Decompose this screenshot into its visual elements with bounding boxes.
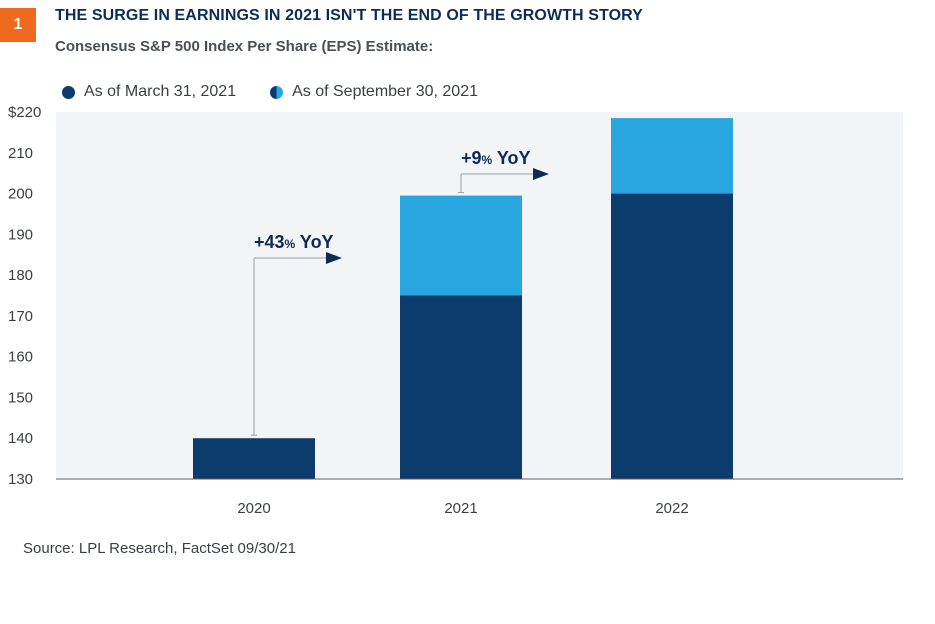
y-tick-label: 190 [8,226,33,243]
y-tick-label: 170 [8,308,33,325]
x-tick-label: 2022 [655,500,688,517]
bar-march-2021 [400,295,522,479]
legend-dark-dot-icon [62,85,75,99]
bar-march-2022 [611,193,733,480]
y-tick-label: 140 [8,430,33,447]
chart-title: THE SURGE IN EARNINGS IN 2021 ISN'T THE … [55,7,643,24]
legend-label-september: As of September 30, 2021 [292,83,478,100]
chart-subtitle: Consensus S&P 500 Index Per Share (EPS) … [55,38,434,55]
legend: As of March 31, 2021 As of September 30,… [62,83,478,101]
yoy-label: +43% YoY [254,232,334,252]
bar-september-2022 [611,118,733,194]
figure-number-badge: 1 [0,8,36,42]
legend-split-dot-icon [270,85,284,99]
x-tick-label: 2021 [444,500,477,517]
x-tick-label: 2020 [237,500,270,517]
legend-label-march: As of March 31, 2021 [84,83,237,100]
y-tick-label: 150 [8,389,33,406]
y-tick-label: $220 [8,104,41,121]
eps-bar-chart: 130 140 150 160 170 180 190 200 210 $220 2020 2021 2… [8,104,903,517]
y-tick-label: 200 [8,186,33,203]
y-tick-label: 210 [8,145,33,162]
y-tick-label: 160 [8,349,33,366]
bar-september-2021 [400,195,522,296]
bar-march-2020 [193,438,315,479]
yoy-label: +9% YoY [461,148,531,168]
y-tick-label: 130 [8,471,33,488]
source-note: Source: LPL Research, FactSet 09/30/21 [23,540,296,557]
legend-item-march: As of March 31, 2021 [62,83,236,101]
y-tick-label: 180 [8,267,33,284]
yoy-arrow-head-icon [533,168,549,180]
yoy-arrow-head-icon [326,252,342,264]
legend-item-september: As of September 30, 2021 [270,83,478,101]
